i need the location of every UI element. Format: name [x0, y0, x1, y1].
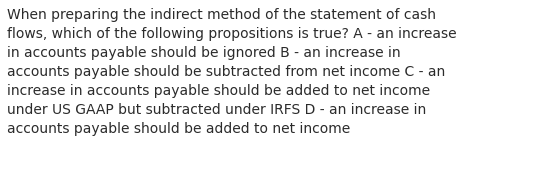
Text: When preparing the indirect method of the statement of cash
flows, which of the : When preparing the indirect method of th…	[7, 8, 457, 136]
